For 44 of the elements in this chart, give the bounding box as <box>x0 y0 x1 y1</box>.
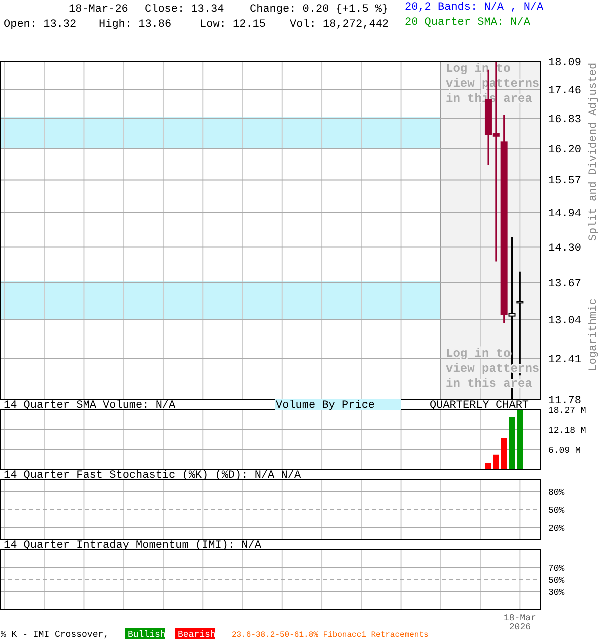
bar <box>485 463 492 470</box>
text: Bearish <box>178 630 216 640</box>
text: 23.6-38.2-50-61.8% Fibonacci Retracements <box>232 631 430 640</box>
text: Close: 13.34 <box>145 4 225 16</box>
y-tick-label: 17.46 <box>548 85 582 98</box>
text: Change: 0.20 {+1.5 %} <box>250 4 389 16</box>
annotation: Volume By Price <box>276 400 376 412</box>
y-tick-label: 18.09 <box>548 58 582 70</box>
text: Open: 13.32 <box>4 19 77 31</box>
chart-title: 14 Quarter Fast Stochastic (%K) (%D): N/A N/A <box>4 470 302 482</box>
text: % K - IMI Crossover, <box>1 630 110 640</box>
y-tick-label: 12.41 <box>548 354 582 366</box>
text: High: 13.86 <box>99 19 172 31</box>
y-tick-label: 6.09 M <box>548 446 581 456</box>
text: 18-Mar-26 <box>69 4 128 16</box>
y-tick-label: 20% <box>548 524 566 534</box>
chart-title: 14 Quarter Intraday Momentum (IMI): N/A <box>4 540 262 552</box>
y-tick-label: 14.94 <box>548 208 582 220</box>
text: Low: 12.15 <box>200 19 266 31</box>
y-tick-label: 16.20 <box>548 144 582 156</box>
text: Vol: 18,272,442 <box>290 19 390 31</box>
y-tick-label: 30% <box>548 588 566 598</box>
y-tick-label: 16.83 <box>548 114 582 126</box>
y-tick-label: 15.57 <box>548 176 582 188</box>
y-tick-label: 13.04 <box>548 315 582 328</box>
y-tick-label: 80% <box>548 488 566 498</box>
annotation: QUARTERLY CHART <box>430 400 530 412</box>
y-tick-label: 14.30 <box>548 242 582 255</box>
y-axis-title: Split and Dividend Adjusted <box>588 62 600 242</box>
y-tick-label: 70% <box>548 564 566 574</box>
y-tick-label: 12.18 M <box>548 426 586 436</box>
y-tick-label: 11.78 <box>548 396 582 408</box>
text: Bullish <box>128 630 166 640</box>
bar <box>501 438 508 470</box>
bar <box>493 454 500 470</box>
text: Logarithmic <box>588 298 600 372</box>
y-tick-label: 13.67 <box>548 278 582 290</box>
y-tick-label: 50% <box>548 506 566 516</box>
chart-title: 14 Quarter SMA Volume: N/A <box>4 400 176 412</box>
x-tick-label: 18-Mar 2026 <box>504 613 536 632</box>
text: 20 Quarter SMA: N/A <box>405 17 531 29</box>
y-tick-label: 50% <box>548 576 566 586</box>
text: 20,2 Bands: N/A , N/A <box>405 2 544 14</box>
y-tick-label: 18.27 M <box>548 406 586 416</box>
